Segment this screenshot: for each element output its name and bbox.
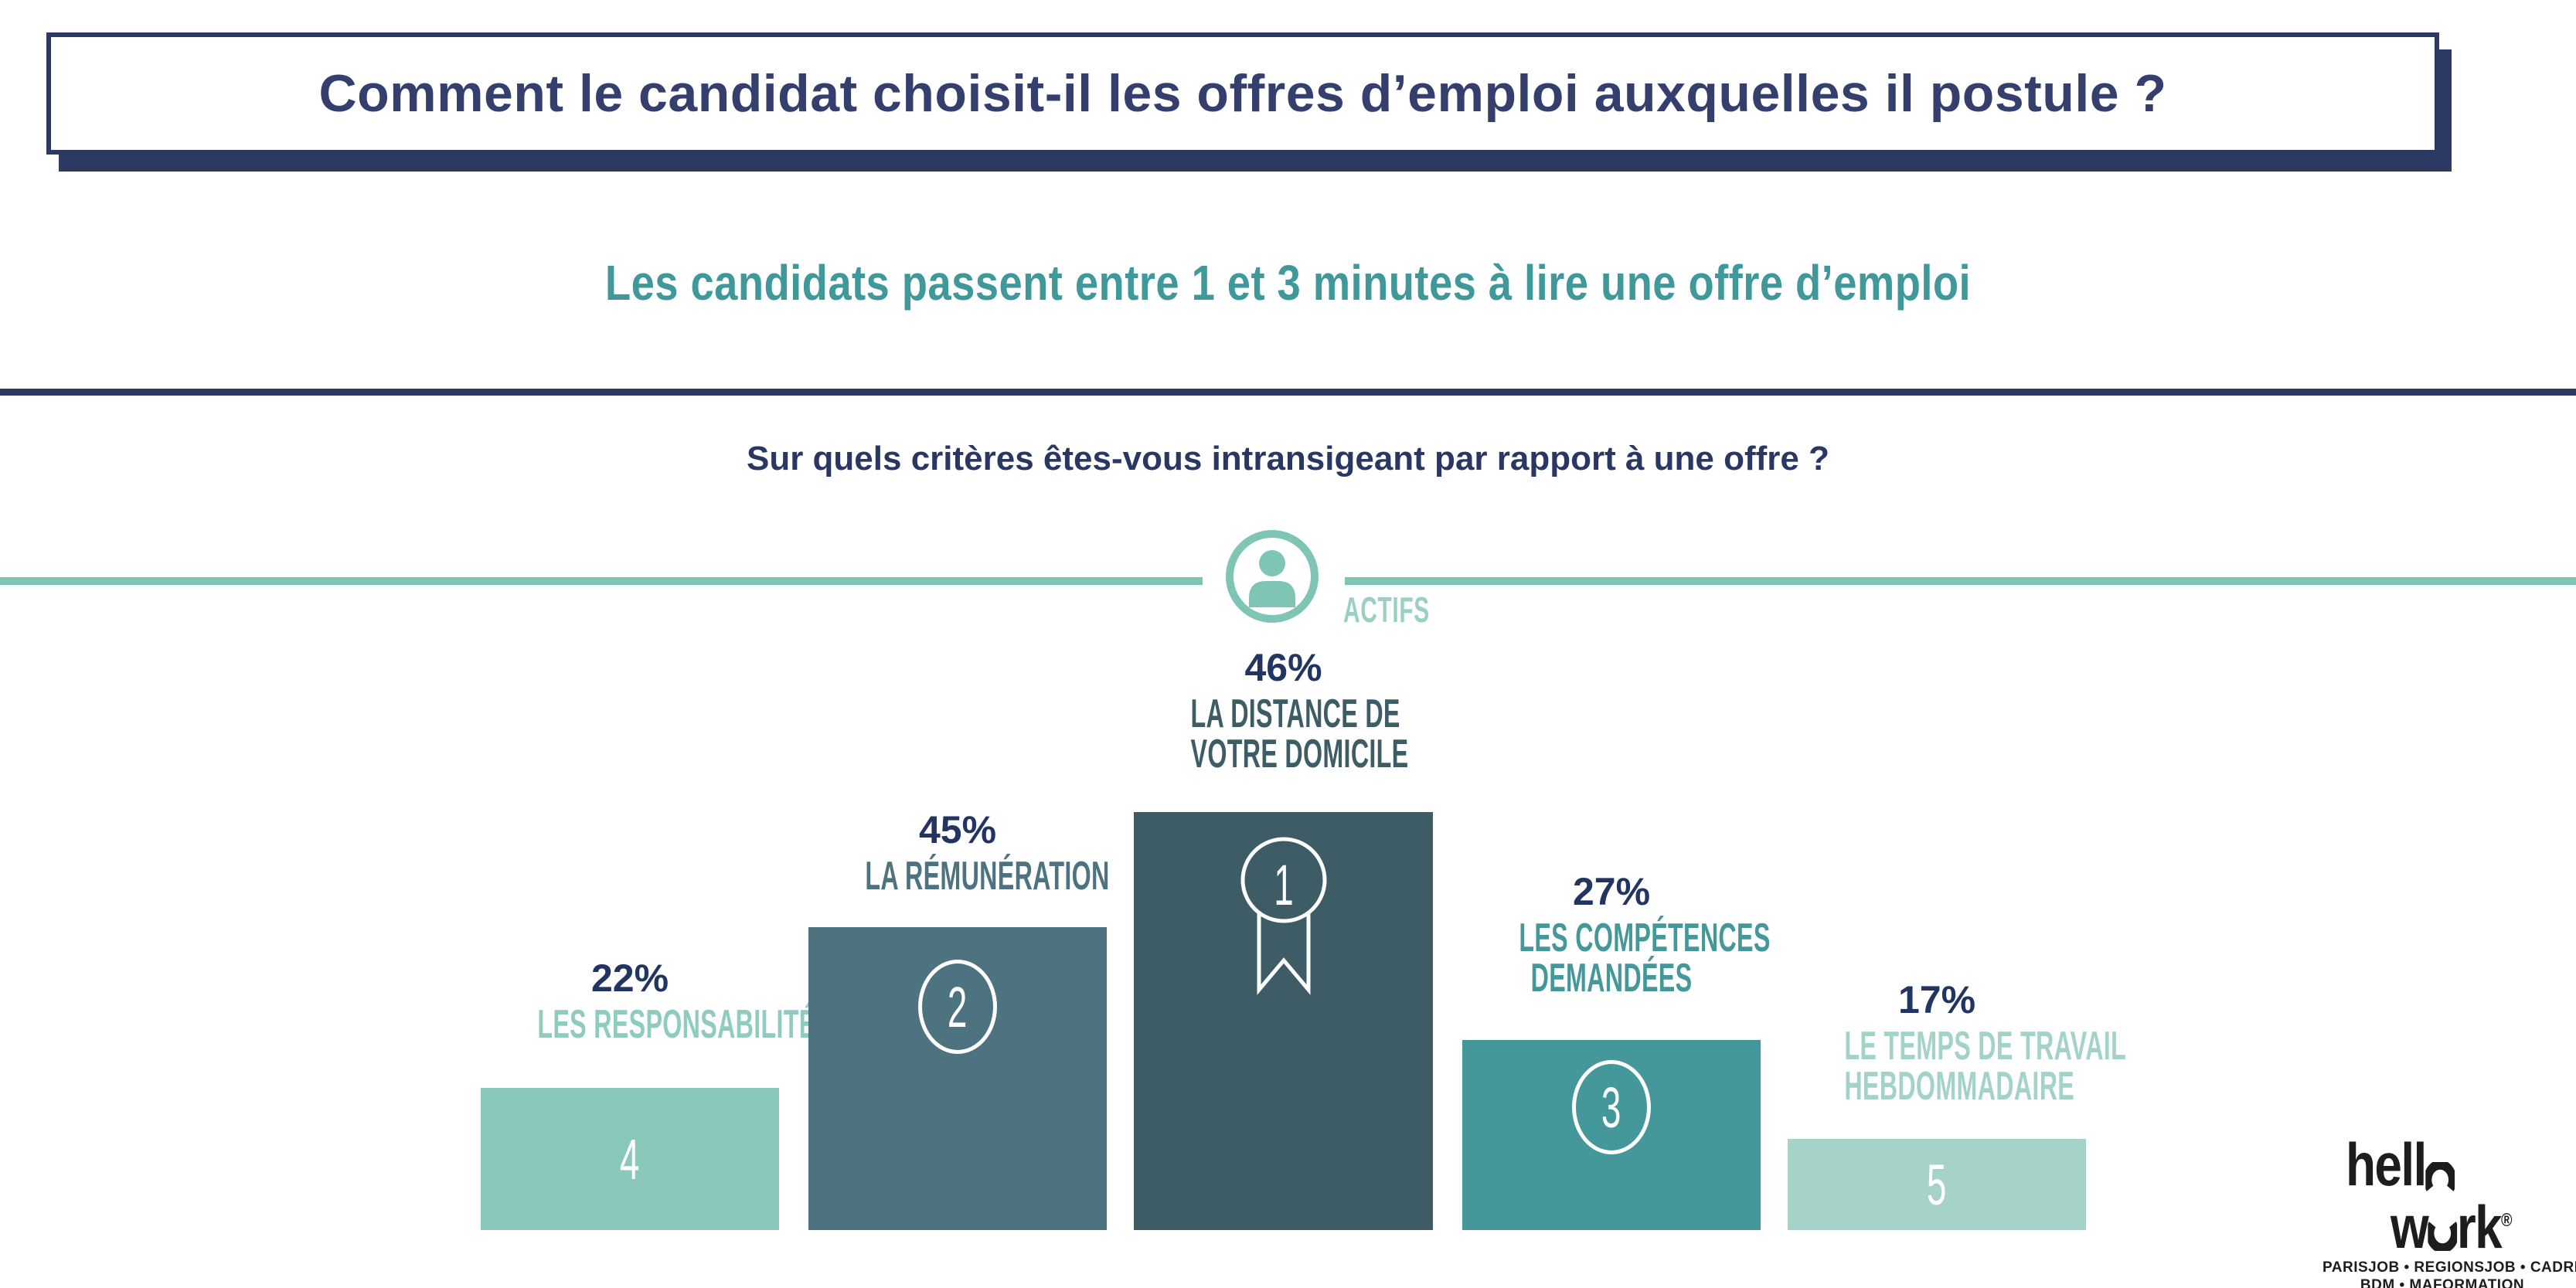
hellowork-logo: hell w rk® PARISJOB • REGIONSJOB • CADREO…	[2322, 1134, 2576, 1288]
bar-competences: 3	[1462, 1040, 1761, 1230]
bar-remuneration: 2	[808, 927, 1107, 1230]
rank-number: 4	[620, 1127, 640, 1191]
bar-competences-percent: 27%	[1572, 870, 1651, 913]
divider-line	[0, 389, 2576, 396]
bar-temps-travail-label: LE TEMPS DE TRAVAIL HEBDOMMADAIRE	[1844, 1024, 2127, 1109]
logo-line2: w rk®	[2391, 1197, 2531, 1257]
rank-number: 2	[948, 974, 968, 1039]
award-ribbon-icon	[1240, 837, 1326, 995]
bar-remuneration-percent: 45%	[918, 808, 997, 851]
chart-question: Sur quels critères êtes-vous intransigea…	[746, 440, 1830, 477]
bar-distance-percent: 46%	[1244, 646, 1322, 689]
rank-number: 5	[1927, 1152, 1947, 1217]
bar-distance-label: LA DISTANCE DE VOTRE DOMICILE	[1190, 692, 1409, 777]
award-badge: 1	[1234, 835, 1334, 999]
rank-circle: 3	[1572, 1060, 1651, 1154]
bar-responsabilites-label: LES RESPONSABILITÉS	[537, 1002, 833, 1047]
bar-temps-travail-percent: 17%	[1897, 978, 1976, 1021]
open-o-icon	[2425, 1162, 2455, 1191]
rank-number: 3	[1601, 1075, 1621, 1140]
bar-remuneration-label: LA RÉMUNÉRATION	[865, 854, 1110, 899]
bar-responsabilites-percent: 22%	[590, 957, 669, 1000]
page-title: Comment le candidat choisit-il les offre…	[318, 64, 2167, 123]
logo-line1: hell	[2346, 1134, 2523, 1198]
bar-competences-label: LES COMPÉTENCES DEMANDÉES	[1519, 916, 1771, 1001]
label-line: LE TEMPS DE TRAVAIL	[1844, 1024, 2127, 1069]
bar-distance: 1	[1134, 812, 1433, 1230]
logo-text-hell: hell	[2346, 1130, 2427, 1198]
audience-label: ACTIFS	[1343, 590, 1430, 630]
registered-mark: ®	[2501, 1210, 2513, 1231]
label-line: LA DISTANCE DE	[1190, 692, 1400, 736]
title-box: Comment le candidat choisit-il les offre…	[46, 32, 2439, 155]
label-line: VOTRE DOMICILE	[1190, 732, 1409, 777]
person-icon	[1249, 550, 1295, 607]
label-line: LES RESPONSABILITÉS	[537, 1002, 833, 1047]
bar-temps-travail: 5	[1788, 1139, 2086, 1230]
label-line: HEBDOMMADAIRE	[1844, 1064, 2075, 1109]
audience-rule-right	[1345, 577, 2576, 585]
bar-responsabilites: 4	[481, 1088, 779, 1230]
rank-number: 1	[1273, 853, 1294, 917]
label-line: LA RÉMUNÉRATION	[865, 854, 1110, 899]
logo-tagline-2: BDM • MAFORMATION	[2360, 1277, 2525, 1288]
logo-text-w: w	[2391, 1193, 2429, 1261]
subtitle: Les candidats passent entre 1 et 3 minut…	[604, 255, 1972, 311]
label-line: DEMANDÉES	[1530, 956, 1693, 1001]
label-line: LES COMPÉTENCES	[1519, 916, 1771, 960]
open-o-icon	[2428, 1222, 2457, 1251]
logo-tagline-1: PARISJOB • REGIONSJOB • CADREO	[2322, 1259, 2576, 1276]
rank-circle: 2	[918, 960, 997, 1054]
audience-rule-left	[0, 577, 1203, 585]
audience-badge	[1226, 530, 1319, 623]
logo-text-rk: rk	[2456, 1193, 2503, 1261]
